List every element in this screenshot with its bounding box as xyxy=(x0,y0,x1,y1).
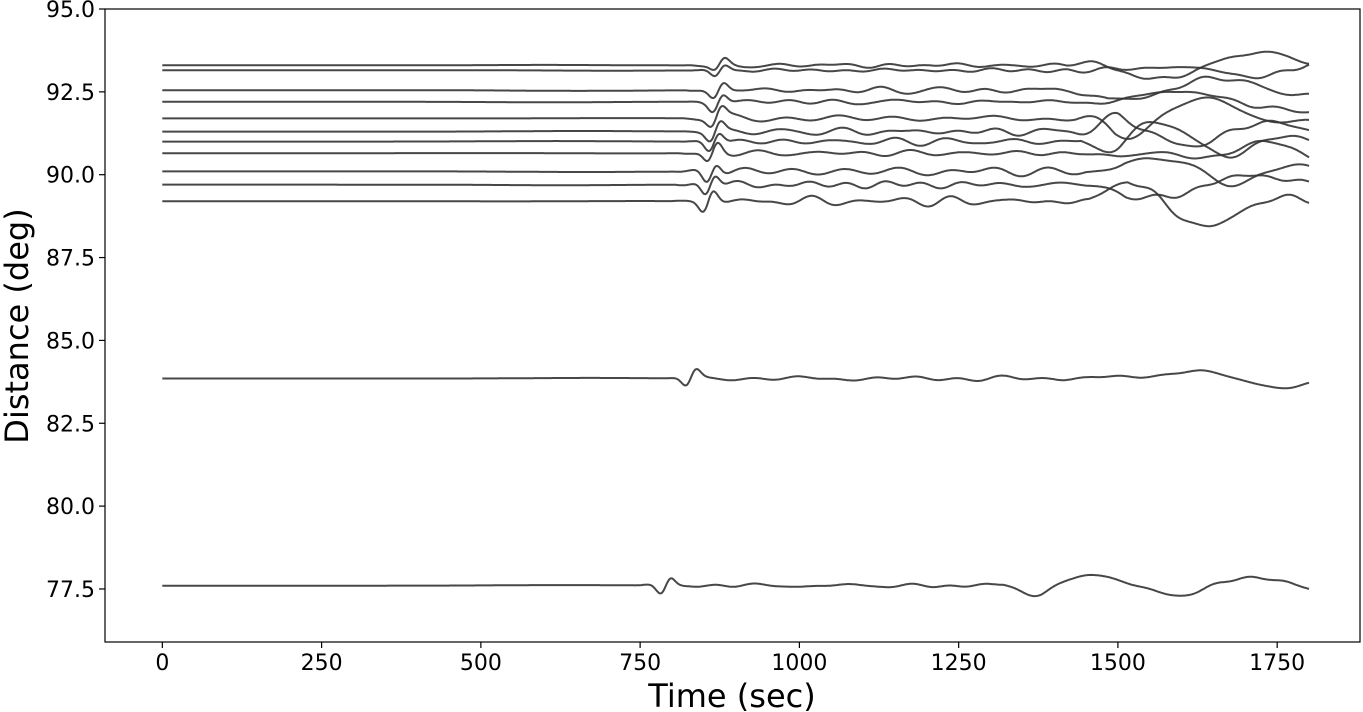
x-tick-label: 1250 xyxy=(931,651,987,676)
x-axis: 0 250 500 750 1000 1250 1500 1750 xyxy=(155,642,1305,676)
x-tick-label: 1500 xyxy=(1090,651,1146,676)
seismogram-trace xyxy=(162,96,1309,140)
seismogram-trace xyxy=(162,181,1310,228)
x-axis-title: Time (sec) xyxy=(647,677,815,712)
seismogram-trace xyxy=(162,75,1310,100)
seismogram-trace xyxy=(162,63,1310,80)
plot-frame xyxy=(104,8,1361,643)
x-tick-label: 1750 xyxy=(1249,651,1305,676)
seismogram-trace xyxy=(162,50,1310,80)
seismogram-trace xyxy=(162,121,1310,159)
seismogram-traces xyxy=(162,50,1310,598)
x-tick-label: 750 xyxy=(619,651,661,676)
seismogram-trace xyxy=(162,90,1309,114)
seismogram-trace xyxy=(162,368,1310,390)
y-tick-label: 77.5 xyxy=(46,578,95,603)
seismogram-trace xyxy=(162,157,1310,188)
y-tick-label: 90.0 xyxy=(46,164,95,189)
y-tick-label: 95.0 xyxy=(46,0,95,23)
y-tick-label: 80.0 xyxy=(46,495,95,520)
y-tick-label: 85.0 xyxy=(46,329,95,354)
y-tick-label: 92.5 xyxy=(46,81,95,106)
seismogram-trace xyxy=(162,139,1310,162)
seismogram-trace xyxy=(162,573,1310,598)
x-tick-label: 0 xyxy=(155,651,169,676)
y-tick-label: 87.5 xyxy=(46,247,95,272)
seismogram-trace xyxy=(162,174,1310,201)
x-tick-label: 250 xyxy=(301,651,343,676)
y-tick-label: 82.5 xyxy=(46,412,95,437)
seismogram-trace xyxy=(162,111,1310,148)
x-tick-label: 1000 xyxy=(771,651,827,676)
y-axis: 77.5 80.0 82.5 85.0 87.5 90.0 92.5 95.0 xyxy=(46,0,105,603)
y-axis-title: Distance (deg) xyxy=(0,208,36,443)
x-tick-label: 500 xyxy=(460,651,502,676)
